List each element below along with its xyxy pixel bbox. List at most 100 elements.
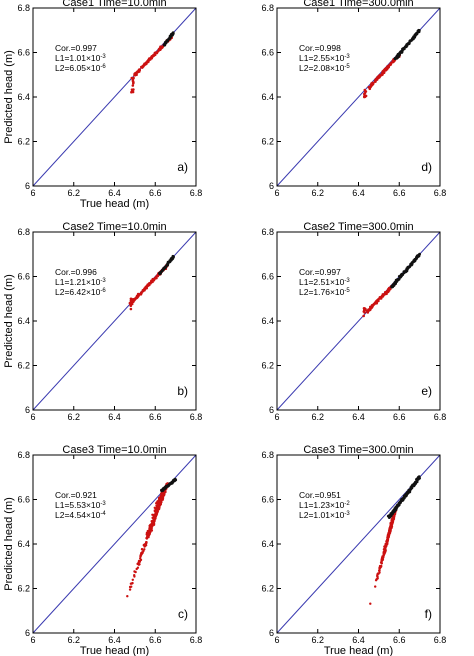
y-tick-label: 6.6 <box>17 495 30 505</box>
stat-annotation: L1=2.51×10-3 <box>299 277 350 287</box>
y-tick-label: 6.8 <box>261 450 274 460</box>
x-tick-label: 6.2 <box>311 635 324 645</box>
scatter-point <box>130 302 134 306</box>
scatter-point <box>371 83 374 86</box>
chart-panel-2: Case2 Time=10.0min 6 6.2 6.4 6.6 6.8 6 6.2 6.4 6.… <box>3 221 202 422</box>
scatter-point <box>411 260 415 264</box>
scatter-point <box>140 65 143 69</box>
y-tick-label: 6.2 <box>261 361 274 371</box>
y-tick-label: 6.4 <box>17 539 30 549</box>
scatter-point <box>162 486 166 490</box>
scatter-point <box>160 45 164 49</box>
y-tick-label: 6.4 <box>261 92 274 102</box>
stat-annotation: L2=2.08×10-5 <box>299 63 350 73</box>
x-tick-label: 6 <box>274 635 279 645</box>
y-tick-label: 6.4 <box>261 316 274 326</box>
scatter-point <box>378 75 381 78</box>
scatter-point <box>133 570 136 573</box>
x-tick-label: 6.4 <box>108 188 121 198</box>
y-tick-label: 6.6 <box>261 272 274 282</box>
scatter-point <box>174 478 178 482</box>
scatter-point <box>146 529 149 533</box>
y-tick-label: 6.8 <box>17 3 30 13</box>
scatter-points <box>362 252 421 318</box>
stat-annotation: L2=6.42×10-6 <box>55 287 106 297</box>
scatter-point <box>159 502 162 505</box>
x-tick-label: 6.6 <box>393 635 406 645</box>
scatter-point <box>130 582 134 585</box>
chart-panel-5: Case3 Time=300.0min 6 6.2 6.4 6.6 6.8 6 6.2 6.4 6… <box>261 444 446 656</box>
scatter-point <box>363 307 367 311</box>
scatter-point <box>161 493 164 496</box>
stat-annotation: Cor.=0.997 <box>55 43 97 53</box>
scatter-point <box>415 257 418 260</box>
scatter-point <box>149 526 152 529</box>
scatter-point <box>394 56 398 60</box>
scatter-point <box>406 266 410 270</box>
scatter-point <box>140 548 144 551</box>
scatter-point <box>407 488 411 492</box>
scatter-point <box>369 602 372 605</box>
scatter-point <box>411 37 415 41</box>
y-tick-label: 6.4 <box>261 539 274 549</box>
scatter-point <box>149 530 152 533</box>
scatter-point <box>386 539 389 542</box>
scatter-point <box>404 45 408 49</box>
x-tick-label: 6.2 <box>67 188 80 198</box>
scatter-point <box>376 575 379 579</box>
x-tick-label: 6.6 <box>149 635 162 645</box>
scatter-point <box>388 531 391 535</box>
scatter-point <box>389 525 392 528</box>
chart-title: Case2 Time=300.0min <box>303 221 413 233</box>
scatter-point <box>160 495 164 499</box>
scatter-point <box>171 480 175 484</box>
scatter-point <box>140 291 143 295</box>
x-tick-label: 6 <box>30 412 35 422</box>
y-tick-label: 6.4 <box>17 316 30 326</box>
scatter-point <box>128 301 132 305</box>
scatter-point <box>158 500 162 503</box>
y-tick-label: 6 <box>25 181 30 191</box>
scatter-point <box>133 72 136 76</box>
scatter-point <box>376 572 380 575</box>
chart-panel-3: Case2 Time=300.0min 6 6.2 6.4 6.6 6.8 6 6.2 6.4 6… <box>261 221 446 422</box>
scatter-point <box>383 549 386 553</box>
scatter-point <box>133 574 136 577</box>
scatter-point <box>388 63 391 67</box>
scatter-points <box>363 28 421 99</box>
scatter-point <box>161 489 164 492</box>
scatter-point <box>388 533 391 537</box>
scatter-point <box>144 62 147 66</box>
x-tick-label: 6.8 <box>190 188 203 198</box>
scatter-point <box>151 524 154 527</box>
x-tick-label: 6.8 <box>434 412 447 422</box>
scatter-point <box>163 266 167 270</box>
x-tick-label: 6.6 <box>149 412 162 422</box>
y-tick-label: 6.6 <box>17 48 30 58</box>
scatter-point <box>410 486 414 490</box>
scatter-point <box>392 515 395 519</box>
scatter-point <box>153 51 157 55</box>
stat-exponent: -3 <box>344 511 350 517</box>
x-tick-label: 6.2 <box>67 635 80 645</box>
stat-annotation: L1=5.53×10-3 <box>55 500 106 510</box>
scatter-point <box>138 70 141 73</box>
scatter-point <box>383 552 386 555</box>
scatter-point <box>131 578 134 581</box>
scatter-points <box>126 477 178 598</box>
scatter-point <box>374 585 377 588</box>
scatter-point <box>383 547 386 551</box>
scatter-point <box>413 259 417 262</box>
panel-label: c) <box>178 607 188 621</box>
x-tick-label: 6.8 <box>434 188 447 198</box>
x-tick-label: 6.2 <box>311 188 324 198</box>
scatter-point <box>142 549 145 553</box>
scatter-point <box>156 274 159 278</box>
scatter-point <box>164 484 168 488</box>
scatter-point <box>157 49 161 52</box>
stat-annotation: L2=4.54×10-4 <box>55 510 106 520</box>
x-tick-label: 6.4 <box>108 635 121 645</box>
scatter-point <box>385 541 389 544</box>
scatter-point <box>135 71 139 74</box>
